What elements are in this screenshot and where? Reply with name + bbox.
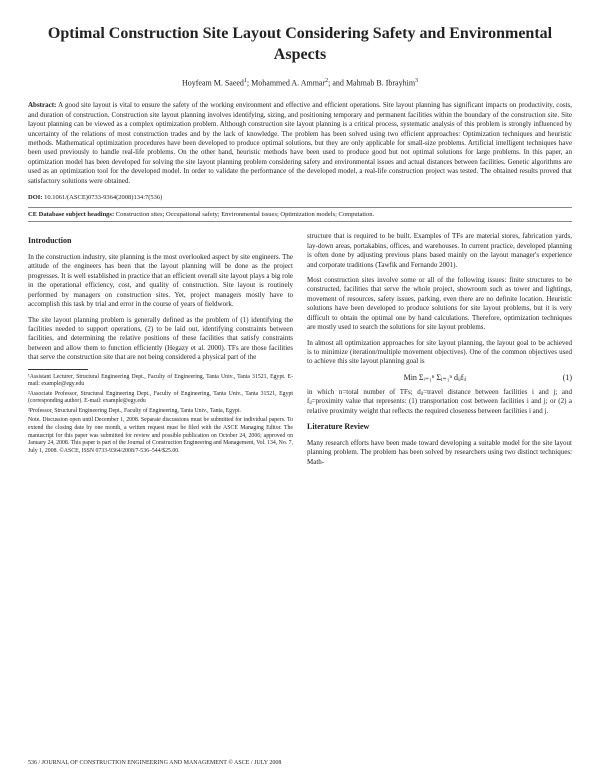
author-1: Hoyfeam M. Saeed <box>182 78 244 87</box>
litrev-heading: Literature Review <box>307 422 572 433</box>
authors: Hoyfeam M. Saeed1; Mohammed A. Ammar2; a… <box>28 78 572 88</box>
keywords-line: CE Database subject headings: Constructi… <box>28 207 572 222</box>
intro-para-2: The site layout planning problem is gene… <box>28 316 293 363</box>
affiliations: ¹Assistant Lecturer, Structural Engineer… <box>28 374 293 455</box>
litrev-para-1: Many research efforts have been made tow… <box>307 439 572 467</box>
left-column: Introduction In the construction industr… <box>28 232 293 473</box>
doi-value: 10.1061/(ASCE)0733-9364(2008)134:7(536) <box>44 194 162 201</box>
abstract-label: Abstract: <box>28 101 56 109</box>
eq-number: (1) <box>563 373 572 384</box>
intro-para-1: In the construction industry, site plann… <box>28 253 293 310</box>
abstract-block: Abstract: A good site layout is vital to… <box>28 101 572 186</box>
affil-3: ³Professor, Structural Engineering Dept.… <box>28 408 293 416</box>
intro-para-4: Most construction sites involve some or … <box>307 276 572 333</box>
doi-line: DOI: 10.1061/(ASCE)0733-9364(2008)134:7(… <box>28 194 572 201</box>
intro-para-6: in which n=total number of TFs; dᵢⱼ=trav… <box>307 388 572 416</box>
body-columns: Introduction In the construction industr… <box>28 232 572 473</box>
intro-para-5: In almost all optimization approaches fo… <box>307 339 572 367</box>
affil-sup-3: 3 <box>415 78 418 84</box>
author-2: Mohammed A. Ammar <box>251 78 325 87</box>
right-column: structure that is required to be built. … <box>307 232 572 473</box>
doi-label: DOI: <box>28 194 42 201</box>
footer-left: 536 / JOURNAL OF CONSTRUCTION ENGINEERIN… <box>28 760 281 766</box>
affil-divider <box>28 369 88 370</box>
affil-2: ²Associate Professor, Structural Enginee… <box>28 391 293 406</box>
page-footer: 536 / JOURNAL OF CONSTRUCTION ENGINEERIN… <box>28 760 572 766</box>
abstract-text: A good site layout is vital to ensure th… <box>28 101 572 185</box>
keywords-text: Construction sites; Occupational safety;… <box>116 211 374 218</box>
eq-label: Min <box>404 373 417 382</box>
affil-1: ¹Assistant Lecturer, Structural Engineer… <box>28 374 293 389</box>
paper-title: Optimal Construction Site Layout Conside… <box>28 24 572 66</box>
intro-heading: Introduction <box>28 236 293 247</box>
author-3: Mahmab B. Ibrayhim <box>346 78 415 87</box>
affil-sup-2: 2 <box>325 78 328 84</box>
equation-1: Min Σᵢ₌₁ⁿ Σⱼ₌₁ⁿ dᵢⱼfᵢⱼ (1) <box>307 373 572 384</box>
affil-note: Note. Discussion open until December 1, … <box>28 417 293 455</box>
affil-sup-1: 1 <box>244 78 247 84</box>
intro-para-3: structure that is required to be built. … <box>307 232 572 270</box>
eq-body: Σᵢ₌₁ⁿ Σⱼ₌₁ⁿ dᵢⱼfᵢⱼ <box>419 373 466 382</box>
keywords-label: CE Database subject headings: <box>28 211 114 218</box>
